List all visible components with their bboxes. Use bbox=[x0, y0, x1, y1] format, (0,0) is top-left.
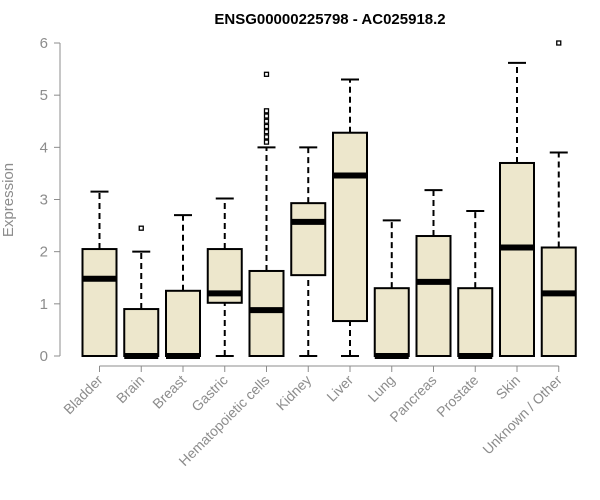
box-body bbox=[165, 289, 201, 357]
y-tick-label: 6 bbox=[40, 35, 48, 52]
box-body bbox=[290, 202, 327, 277]
x-tick-label: Liver bbox=[323, 372, 356, 405]
outlier-point bbox=[263, 71, 270, 77]
box-6 bbox=[332, 78, 368, 357]
box-2 bbox=[165, 214, 201, 359]
outlier-point bbox=[263, 113, 270, 119]
box-body bbox=[415, 235, 452, 357]
y-tick-label: 2 bbox=[40, 244, 48, 261]
x-tick-label: Prostate bbox=[433, 372, 481, 420]
box-0 bbox=[81, 190, 118, 357]
outlier-point bbox=[263, 134, 270, 140]
y-axis: 0 1 2 3 4 5 6 bbox=[40, 35, 61, 365]
outlier-point bbox=[556, 40, 562, 46]
box-body bbox=[81, 248, 118, 357]
y-tick-label: 5 bbox=[40, 87, 48, 104]
y-axis-label: Expression bbox=[0, 163, 17, 237]
boxes-group bbox=[81, 40, 577, 359]
y-tick-label: 0 bbox=[40, 348, 48, 365]
x-tick-label: Bladder bbox=[60, 372, 106, 418]
outlier-point bbox=[263, 123, 270, 130]
outlier-point bbox=[138, 225, 144, 231]
y-tick-label: 3 bbox=[40, 192, 48, 209]
box-9 bbox=[457, 209, 494, 359]
box-body bbox=[499, 161, 535, 357]
y-tick-label: 1 bbox=[40, 296, 48, 313]
box-body bbox=[540, 246, 577, 357]
outlier-point bbox=[263, 139, 270, 145]
box-3 bbox=[206, 197, 243, 357]
x-tick-label: Unknown / Other bbox=[479, 372, 565, 458]
box-body bbox=[248, 269, 285, 357]
outlier-point bbox=[263, 129, 270, 135]
y-tick-label: 4 bbox=[40, 139, 48, 156]
box-5 bbox=[290, 146, 327, 357]
box-1 bbox=[123, 225, 160, 359]
x-tick-label: Brain bbox=[113, 372, 147, 406]
box-8 bbox=[415, 189, 452, 357]
box-4 bbox=[248, 71, 285, 357]
x-tick-label: Breast bbox=[149, 372, 189, 412]
x-tick-label: Lung bbox=[365, 372, 398, 405]
chart-title: ENSG00000225798 - AC025918.2 bbox=[214, 11, 445, 28]
outlier-point bbox=[263, 108, 270, 114]
x-tick-label: Kidney bbox=[273, 372, 315, 414]
box-7 bbox=[373, 219, 410, 359]
box-body bbox=[373, 287, 410, 357]
x-tick-label: Skin bbox=[493, 372, 524, 403]
box-body bbox=[332, 131, 368, 323]
box-10 bbox=[499, 61, 535, 357]
outlier-point bbox=[263, 118, 270, 124]
box-body bbox=[123, 308, 160, 357]
box-body bbox=[457, 287, 494, 357]
box-11 bbox=[540, 40, 577, 357]
